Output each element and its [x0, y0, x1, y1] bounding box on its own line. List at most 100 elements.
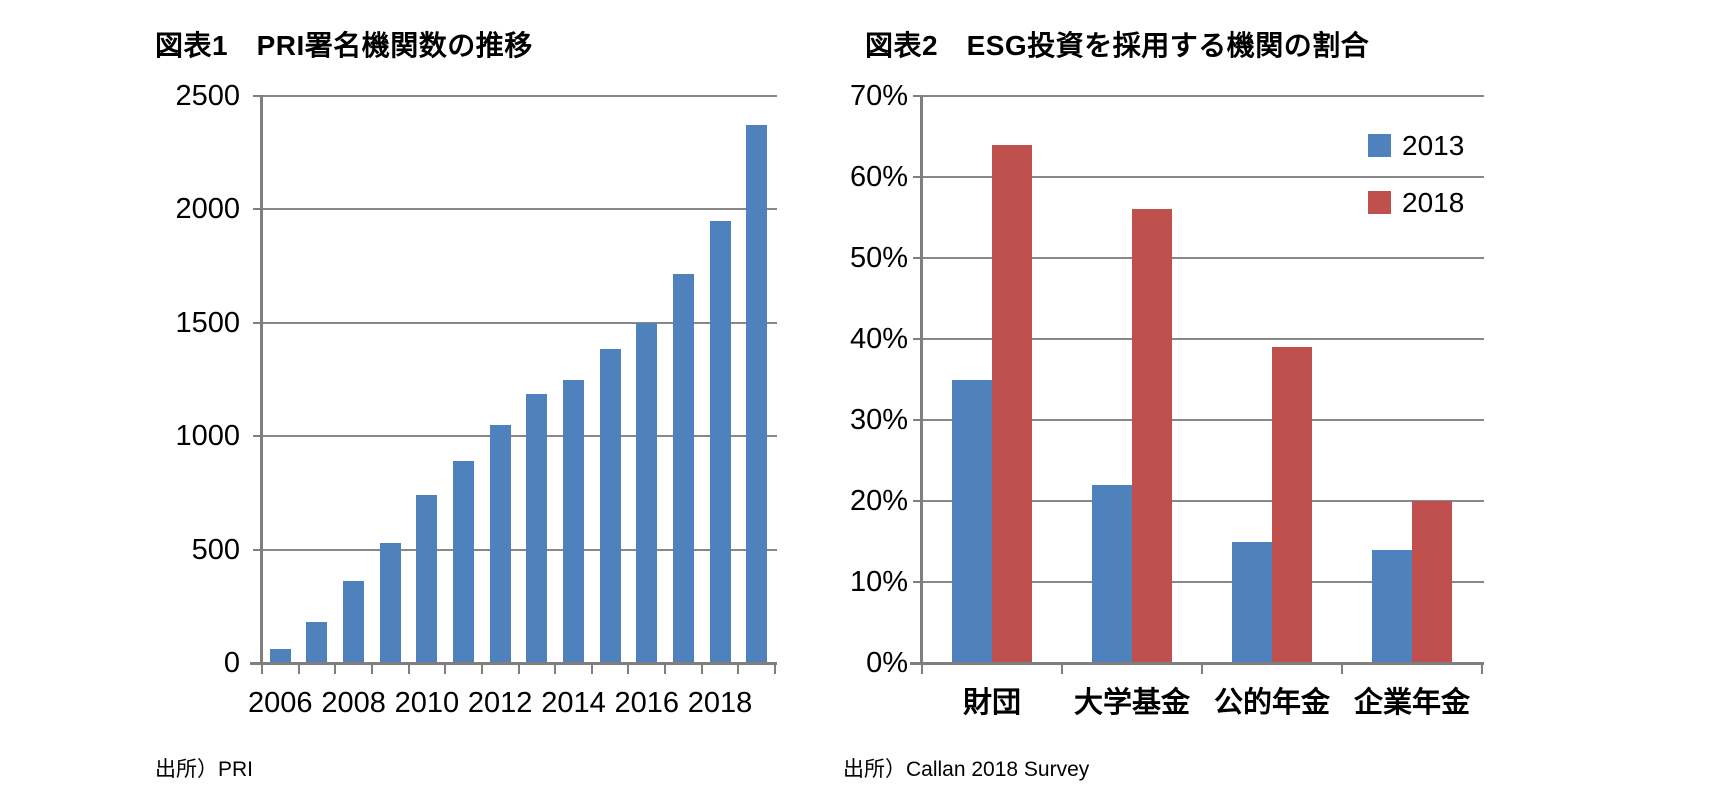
- x-axis-label-2016: 2016: [614, 687, 679, 719]
- x-axis-label-企業年金: 企業年金: [1353, 687, 1470, 719]
- x-axis-tick: [627, 665, 630, 674]
- y-axis-label-10: 10%: [849, 566, 908, 598]
- bar-財団-2013: [952, 379, 992, 663]
- legend-swatch-2018: [1368, 191, 1391, 214]
- x-axis-label-2008: 2008: [321, 687, 386, 719]
- y-axis-tick-10: [913, 581, 922, 583]
- gridline-500: [262, 548, 777, 551]
- x-axis-label-大学基金: 大学基金: [1073, 687, 1190, 719]
- x-axis-label-2010: 2010: [394, 687, 460, 719]
- y-axis-label-30: 30%: [849, 404, 908, 436]
- x-axis-tick: [480, 665, 483, 674]
- bar-2009: [379, 542, 401, 663]
- y-axis-tick-500: [253, 548, 262, 551]
- y-axis-label-20: 20%: [849, 485, 908, 517]
- bar-2019: [746, 125, 768, 663]
- chart1-title: 図表1 PRI署名機関数の推移: [155, 30, 533, 61]
- gridline-40: [922, 338, 1484, 340]
- x-axis-tick: [297, 665, 300, 674]
- bar-2006: [269, 649, 291, 663]
- y-axis-label-0: 0%: [866, 647, 908, 679]
- legend-label-2018: 2018: [1402, 187, 1465, 218]
- x-axis-label-財団: 財団: [962, 687, 1021, 719]
- bar-2007: [306, 622, 328, 663]
- x-axis-tick: [921, 665, 923, 674]
- x-axis-tick: [774, 665, 776, 674]
- bar-2014: [562, 379, 584, 663]
- y-axis-tick-1000: [253, 435, 262, 438]
- legend-label-2013: 2013: [1402, 130, 1465, 161]
- x-axis-tick: [664, 665, 667, 674]
- chart1-source-note: 出所）PRI: [155, 758, 254, 781]
- y-axis-label-1500: 1500: [175, 306, 240, 339]
- chart2-source-note: 出所）Callan 2018 Survey: [843, 758, 1090, 781]
- y-axis-label-2500: 2500: [175, 80, 240, 112]
- y-axis-label-60: 60%: [849, 161, 908, 193]
- x-axis-tick: [554, 665, 557, 674]
- x-axis-tick: [1061, 665, 1063, 674]
- y-axis-tick-1500: [253, 321, 262, 324]
- y-axis-tick-60: [913, 176, 922, 178]
- x-axis-tick: [737, 665, 740, 674]
- gridline-20: [922, 500, 1484, 502]
- bar-2017: [672, 274, 694, 663]
- y-axis-tick-20: [913, 500, 922, 502]
- y-axis-tick-30: [913, 419, 922, 421]
- gridline-10: [922, 581, 1484, 583]
- x-axis-tick: [1481, 665, 1483, 674]
- bar-公的年金-2018: [1272, 347, 1312, 663]
- chart2-title: 図表2 ESG投資を採用する機関の割合: [865, 30, 1370, 61]
- y-axis-tick-2500: [253, 95, 262, 97]
- y-axis-tick-70: [913, 95, 922, 97]
- gridline-2000: [262, 208, 777, 211]
- gridline-30: [922, 419, 1484, 421]
- x-axis-tick: [1341, 665, 1343, 674]
- x-axis-tick: [1201, 665, 1203, 674]
- bar-2012: [489, 424, 511, 663]
- bar-大学基金-2018: [1132, 209, 1172, 663]
- x-axis-label-2006: 2006: [248, 687, 313, 719]
- x-axis-tick: [261, 665, 263, 674]
- y-axis-label-40: 40%: [849, 323, 908, 355]
- bar-2008: [343, 581, 365, 663]
- y-axis-tick-40: [913, 338, 922, 340]
- gridline-1000: [262, 435, 777, 438]
- legend-swatch-2013: [1368, 134, 1391, 157]
- x-axis-tick: [590, 665, 593, 674]
- bar-2011: [453, 461, 475, 663]
- y-axis-label-70: 70%: [849, 80, 908, 112]
- y-axis-label-0: 0: [223, 647, 240, 679]
- x-axis-label-2012: 2012: [467, 687, 533, 719]
- x-axis-tick: [407, 665, 410, 674]
- y-axis-tick-2000: [253, 208, 262, 211]
- bar-2016: [636, 322, 658, 663]
- bar-企業年金-2018: [1412, 501, 1452, 663]
- bar-2010: [416, 495, 438, 663]
- y-axis-label-50: 50%: [849, 242, 908, 274]
- x-axis-tick: [334, 665, 337, 674]
- bar-企業年金-2013: [1372, 549, 1412, 663]
- y-axis-label-1000: 1000: [175, 420, 240, 453]
- x-axis-tick: [370, 665, 373, 674]
- y-axis-label-2000: 2000: [175, 193, 240, 226]
- x-axis-label-公的年金: 公的年金: [1213, 687, 1330, 719]
- gridline-1500: [262, 321, 777, 324]
- bar-2015: [599, 348, 621, 663]
- x-axis-tick: [517, 665, 520, 674]
- x-axis-tick: [444, 665, 447, 674]
- gridline-2500: [262, 95, 777, 97]
- x-axis-line: [250, 662, 777, 665]
- x-axis-tick: [700, 665, 703, 674]
- bar-2018: [709, 220, 731, 663]
- y-axis-line: [920, 95, 923, 665]
- bar-公的年金-2013: [1232, 541, 1272, 663]
- x-axis-label-2014: 2014: [541, 687, 606, 719]
- x-axis-line: [910, 662, 1484, 665]
- bar-財団-2018: [992, 144, 1032, 663]
- y-axis-label-500: 500: [191, 533, 240, 566]
- gridline-50: [922, 257, 1484, 259]
- bar-2013: [526, 394, 548, 663]
- gridline-60: [922, 176, 1484, 178]
- gridline-70: [922, 95, 1484, 97]
